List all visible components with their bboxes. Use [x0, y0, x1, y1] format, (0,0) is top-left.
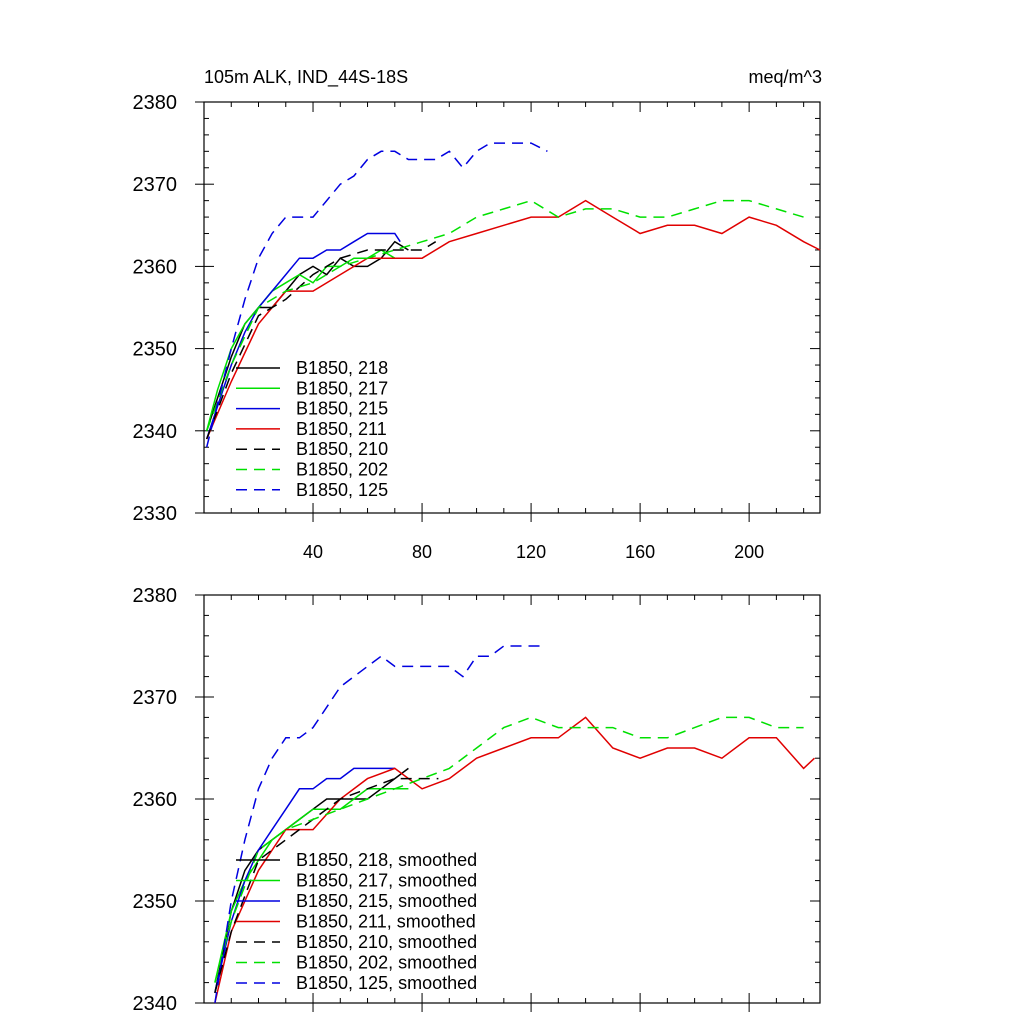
y-tick-label: 2370: [133, 687, 178, 709]
series-line-2: [214, 767, 395, 993]
legend-label-6: B1850, 125: [296, 480, 388, 500]
x-tick-label: 160: [625, 542, 655, 562]
legend-label-1: B1850, 217: [296, 378, 388, 398]
legend-label-4: B1850, 210, smoothed: [296, 932, 477, 952]
series-line-4: [214, 777, 439, 993]
legend-label-2: B1850, 215: [296, 399, 388, 419]
series-line-1: [205, 249, 409, 431]
legend-label-3: B1850, 211, smoothed: [296, 912, 476, 932]
series-line-0: [205, 240, 409, 432]
legend-label-0: B1850, 218, smoothed: [296, 850, 477, 870]
y-tick-label: 2360: [133, 256, 178, 278]
y-tick-label: 2330: [133, 503, 178, 525]
chart-title-left: 105m ALK, IND_44S-18S: [204, 67, 408, 88]
tick-group-bottom: 2340 2350 2360 2370 2380: [133, 585, 820, 1015]
series-line-3: [206, 199, 821, 440]
tick-group-top: 40 80 120 160 200 2330 2340 2350 2360 2370 2380: [133, 92, 820, 562]
legend-label-0: B1850, 218: [296, 358, 388, 378]
plot-frame-top: [203, 101, 821, 514]
y-tick-label: 2350: [133, 891, 178, 913]
y-tick-label: 2360: [133, 789, 178, 811]
legend-label-6: B1850, 125, smoothed: [296, 973, 477, 993]
legend-label-3: B1850, 211: [296, 419, 387, 439]
series-group-bottom: [214, 645, 816, 1004]
legend-label-5: B1850, 202: [296, 460, 388, 480]
y-tick-label: 2340: [133, 993, 178, 1015]
panel-bottom: 2340 2350 2360 2370 2380 B1850, 218, smoothe…: [133, 585, 821, 1015]
series-group-top: [205, 142, 821, 448]
chart-title-right: meq/m^3: [749, 67, 822, 87]
y-tick-label: 2350: [133, 339, 178, 361]
series-line-4: [205, 241, 437, 440]
series-line-3: [214, 716, 816, 1004]
legend-label-4: B1850, 210: [296, 439, 388, 459]
series-line-5: [205, 199, 804, 432]
legend-label-1: B1850, 217, smoothed: [296, 871, 477, 891]
legend-label-5: B1850, 202, smoothed: [296, 953, 477, 973]
y-tick-label: 2380: [133, 585, 178, 607]
panel-top: 105m ALK, IND_44S-18S meq/m^3 40 80 120 160…: [133, 67, 823, 562]
y-tick-label: 2340: [133, 421, 178, 443]
legend-label-2: B1850, 215, smoothed: [296, 891, 477, 911]
y-tick-label: 2370: [133, 174, 178, 196]
series-line-2: [205, 232, 401, 440]
series-line-6: [205, 142, 548, 448]
x-tick-label: 80: [412, 542, 432, 562]
series-line-5: [214, 716, 804, 983]
x-tick-label: 200: [734, 542, 764, 562]
x-tick-label: 40: [303, 542, 323, 562]
x-tick-label: 120: [516, 542, 546, 562]
y-tick-label: 2380: [133, 92, 178, 114]
series-line-6: [214, 645, 542, 1004]
